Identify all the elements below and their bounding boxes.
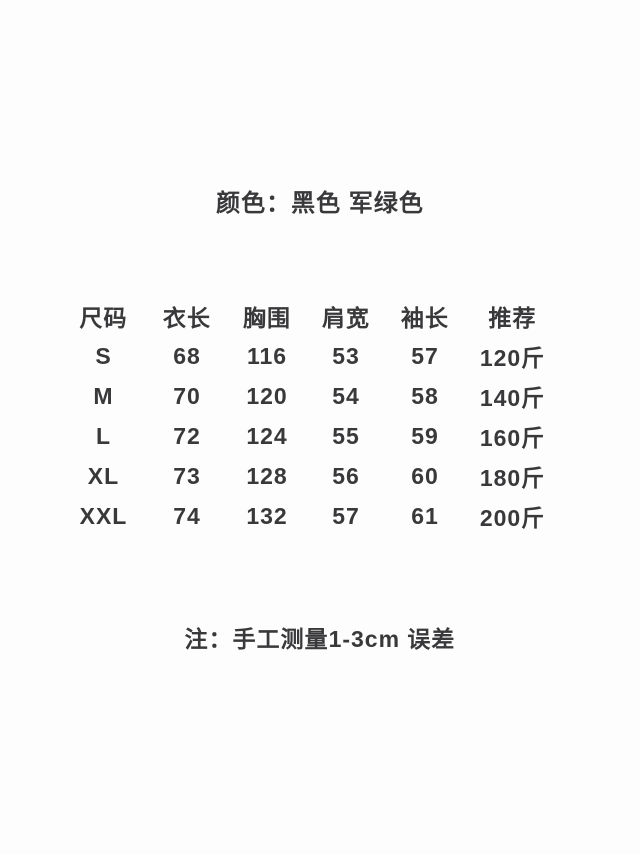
table-row: M 70 120 54 58 140斤: [60, 376, 560, 416]
cell-size: M: [93, 382, 114, 409]
cell-chest: 120: [246, 382, 288, 409]
cell-chest: 132: [246, 502, 288, 529]
cell-shoulder: 56: [332, 462, 360, 489]
table-row: XXL 74 132 57 61 200斤: [60, 496, 560, 536]
header-sleeve: 袖长: [401, 305, 449, 331]
cell-size: XXL: [79, 502, 128, 529]
cell-size: L: [95, 422, 112, 449]
cell-chest: 124: [246, 422, 288, 449]
cell-sleeve: 61: [411, 502, 439, 529]
cell-chest: 116: [246, 342, 288, 369]
cell-length: 68: [173, 342, 201, 369]
cell-length: 72: [173, 422, 201, 449]
cell-length: 73: [173, 462, 201, 489]
header-shoulder: 肩宽: [322, 305, 370, 331]
cell-recommend: 160斤: [479, 425, 546, 451]
cell-sleeve: 58: [411, 382, 439, 409]
header-size: 尺码: [79, 305, 128, 331]
measurement-note: 注：手工测量1-3cm 误差: [184, 626, 456, 652]
cell-recommend: 140斤: [479, 385, 546, 411]
table-row: XL 73 128 56 60 180斤: [60, 456, 560, 496]
table-row: L 72 124 55 59 160斤: [60, 416, 560, 456]
cell-shoulder: 54: [332, 382, 360, 409]
cell-recommend: 180斤: [479, 465, 546, 491]
header-chest: 胸围: [243, 305, 291, 331]
cell-sleeve: 57: [411, 342, 439, 369]
cell-length: 74: [173, 502, 201, 529]
cell-length: 70: [173, 382, 201, 409]
cell-shoulder: 55: [332, 422, 360, 449]
cell-chest: 128: [246, 462, 288, 489]
cell-size: S: [95, 342, 112, 369]
cell-recommend: 200斤: [479, 505, 546, 531]
header-length: 衣长: [163, 305, 211, 331]
table-header-row: 尺码 衣长 胸围 肩宽 袖长 推荐: [60, 296, 560, 336]
color-options-title: 颜色：黑色 军绿色: [216, 190, 424, 217]
cell-recommend: 120斤: [479, 345, 546, 371]
cell-sleeve: 60: [411, 462, 439, 489]
header-recommend: 推荐: [488, 305, 537, 331]
cell-shoulder: 57: [332, 502, 360, 529]
table-row: S 68 116 53 57 120斤: [60, 336, 560, 376]
cell-shoulder: 53: [332, 342, 360, 369]
size-chart-table: 尺码 衣长 胸围 肩宽 袖长 推荐 S 68 116 53 57 120斤 M …: [60, 296, 560, 536]
cell-size: XL: [87, 462, 120, 489]
cell-sleeve: 59: [411, 422, 439, 449]
